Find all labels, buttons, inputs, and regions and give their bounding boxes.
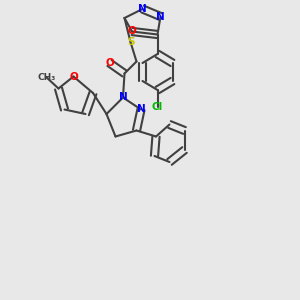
- Text: O: O: [128, 26, 136, 37]
- Text: O: O: [69, 71, 78, 82]
- Text: N: N: [136, 104, 146, 115]
- Text: N: N: [118, 92, 127, 103]
- Text: O: O: [105, 58, 114, 68]
- Text: N: N: [138, 4, 147, 14]
- Text: N: N: [156, 11, 165, 22]
- Text: CH₃: CH₃: [38, 73, 56, 82]
- Text: Cl: Cl: [152, 101, 163, 112]
- Text: S: S: [127, 37, 134, 47]
